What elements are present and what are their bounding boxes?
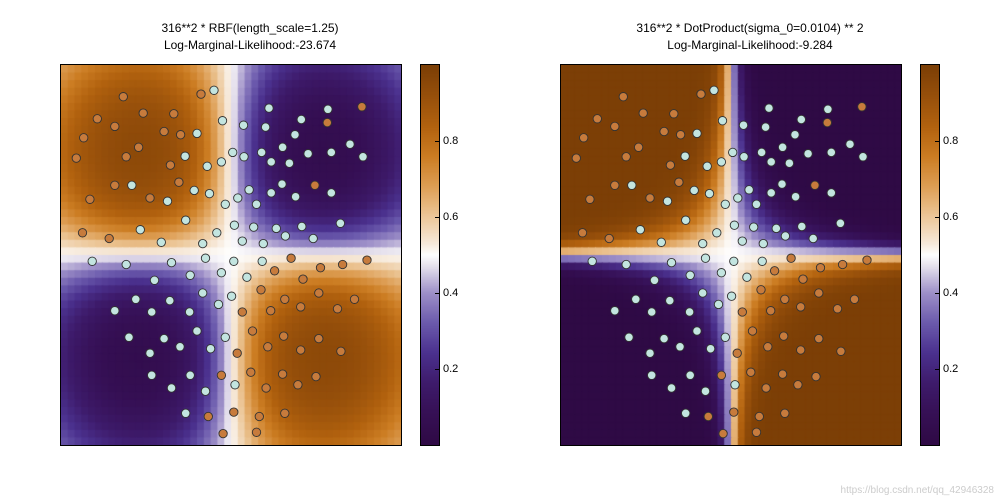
plot-row: 0.20.40.60.8 bbox=[560, 64, 940, 446]
colorbar-tick: 0.2 bbox=[943, 363, 958, 375]
colorbar-tick: 0.4 bbox=[443, 287, 458, 299]
heatmap bbox=[61, 65, 401, 445]
title-line-1: 316**2 * RBF(length_scale=1.25) bbox=[161, 20, 338, 37]
panel-right: 316**2 * DotProduct(sigma_0=0.0104) ** 2… bbox=[500, 0, 1000, 500]
panel-left: 316**2 * RBF(length_scale=1.25) Log-Marg… bbox=[0, 0, 500, 500]
colorbar-frame: 0.20.40.60.8 bbox=[420, 64, 440, 446]
colorbar-tick: 0.8 bbox=[943, 135, 958, 147]
title-line-1: 316**2 * DotProduct(sigma_0=0.0104) ** 2 bbox=[636, 20, 863, 37]
plot-frame bbox=[560, 64, 902, 446]
panel-title: 316**2 * DotProduct(sigma_0=0.0104) ** 2… bbox=[636, 20, 863, 56]
title-line-2: Log-Marginal-Likelihood:-9.284 bbox=[636, 37, 863, 54]
colorbar-tick: 0.6 bbox=[943, 211, 958, 223]
colorbar-tick: 0.6 bbox=[443, 211, 458, 223]
colorbar-tick: 0.8 bbox=[443, 135, 458, 147]
colorbar bbox=[421, 65, 439, 445]
panel-title: 316**2 * RBF(length_scale=1.25) Log-Marg… bbox=[161, 20, 338, 56]
colorbar-frame: 0.20.40.60.8 bbox=[920, 64, 940, 446]
plot-frame bbox=[60, 64, 402, 446]
colorbar bbox=[921, 65, 939, 445]
watermark: https://blog.csdn.net/qq_42946328 bbox=[841, 485, 994, 496]
title-line-2: Log-Marginal-Likelihood:-23.674 bbox=[161, 37, 338, 54]
heatmap bbox=[561, 65, 901, 445]
colorbar-tick: 0.4 bbox=[943, 287, 958, 299]
figure: 316**2 * RBF(length_scale=1.25) Log-Marg… bbox=[0, 0, 1000, 500]
plot-row: 0.20.40.60.8 bbox=[60, 64, 440, 446]
colorbar-tick: 0.2 bbox=[443, 363, 458, 375]
